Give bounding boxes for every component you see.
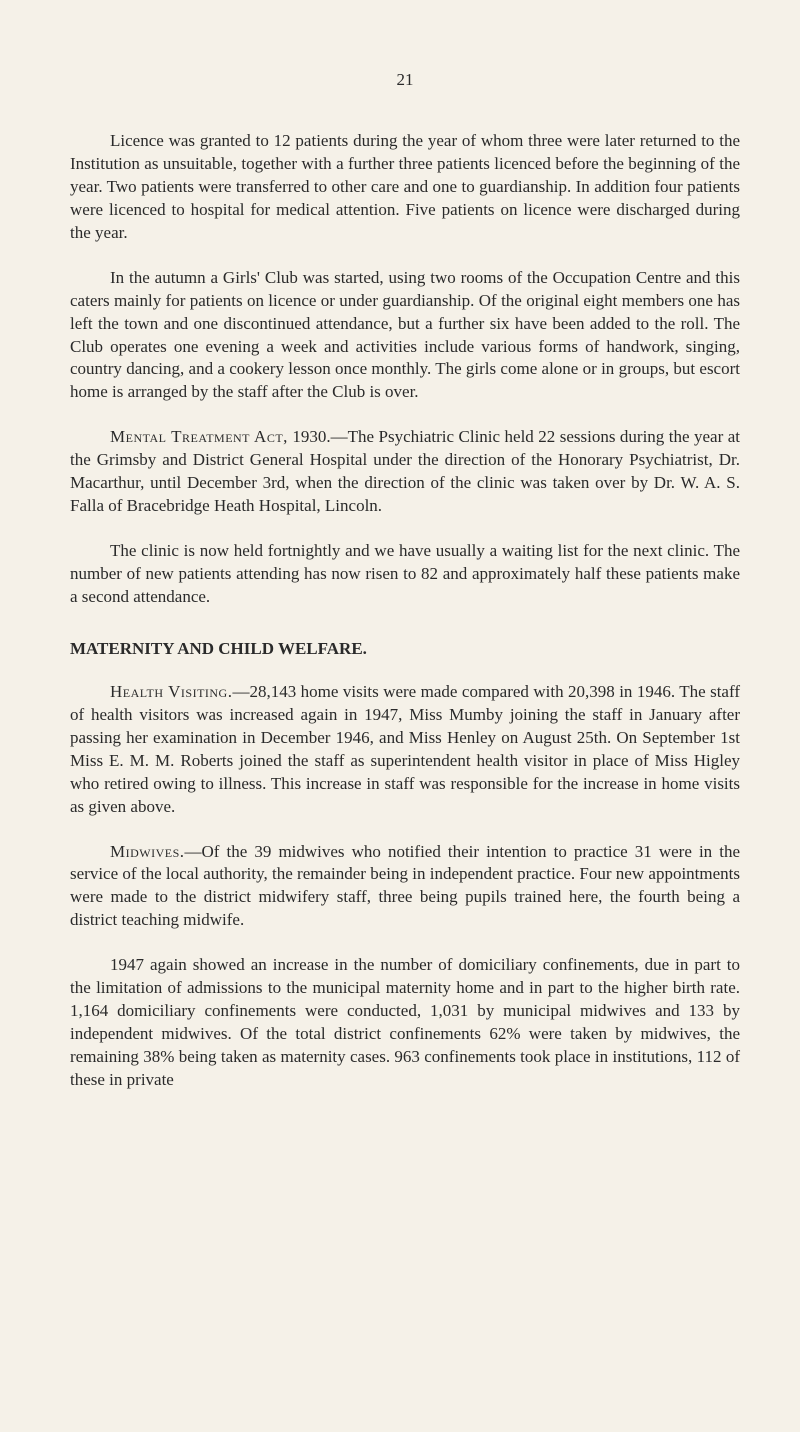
paragraph-lead: Health Visiting. — [110, 682, 232, 701]
paragraph-lead: Midwives. — [110, 842, 185, 861]
document-page: 21 Licence was granted to 12 patients du… — [0, 0, 800, 1432]
body-paragraph: Licence was granted to 12 patients durin… — [70, 130, 740, 245]
paragraph-rest: —28,143 home visits were made compared w… — [70, 682, 740, 816]
body-paragraph: Midwives.—Of the 39 midwives who notifie… — [70, 841, 740, 933]
body-paragraph: Mental Treatment Act, 1930.—The Psychiat… — [70, 426, 740, 518]
body-paragraph: The clinic is now held fortnightly and w… — [70, 540, 740, 609]
paragraph-lead: Mental Treatment Act, — [110, 427, 288, 446]
body-paragraph: Health Visiting.—28,143 home visits were… — [70, 681, 740, 819]
section-heading: MATERNITY AND CHILD WELFARE. — [70, 639, 740, 659]
page-number: 21 — [70, 70, 740, 90]
body-paragraph: 1947 again showed an increase in the num… — [70, 954, 740, 1092]
body-paragraph: In the autumn a Girls' Club was started,… — [70, 267, 740, 405]
